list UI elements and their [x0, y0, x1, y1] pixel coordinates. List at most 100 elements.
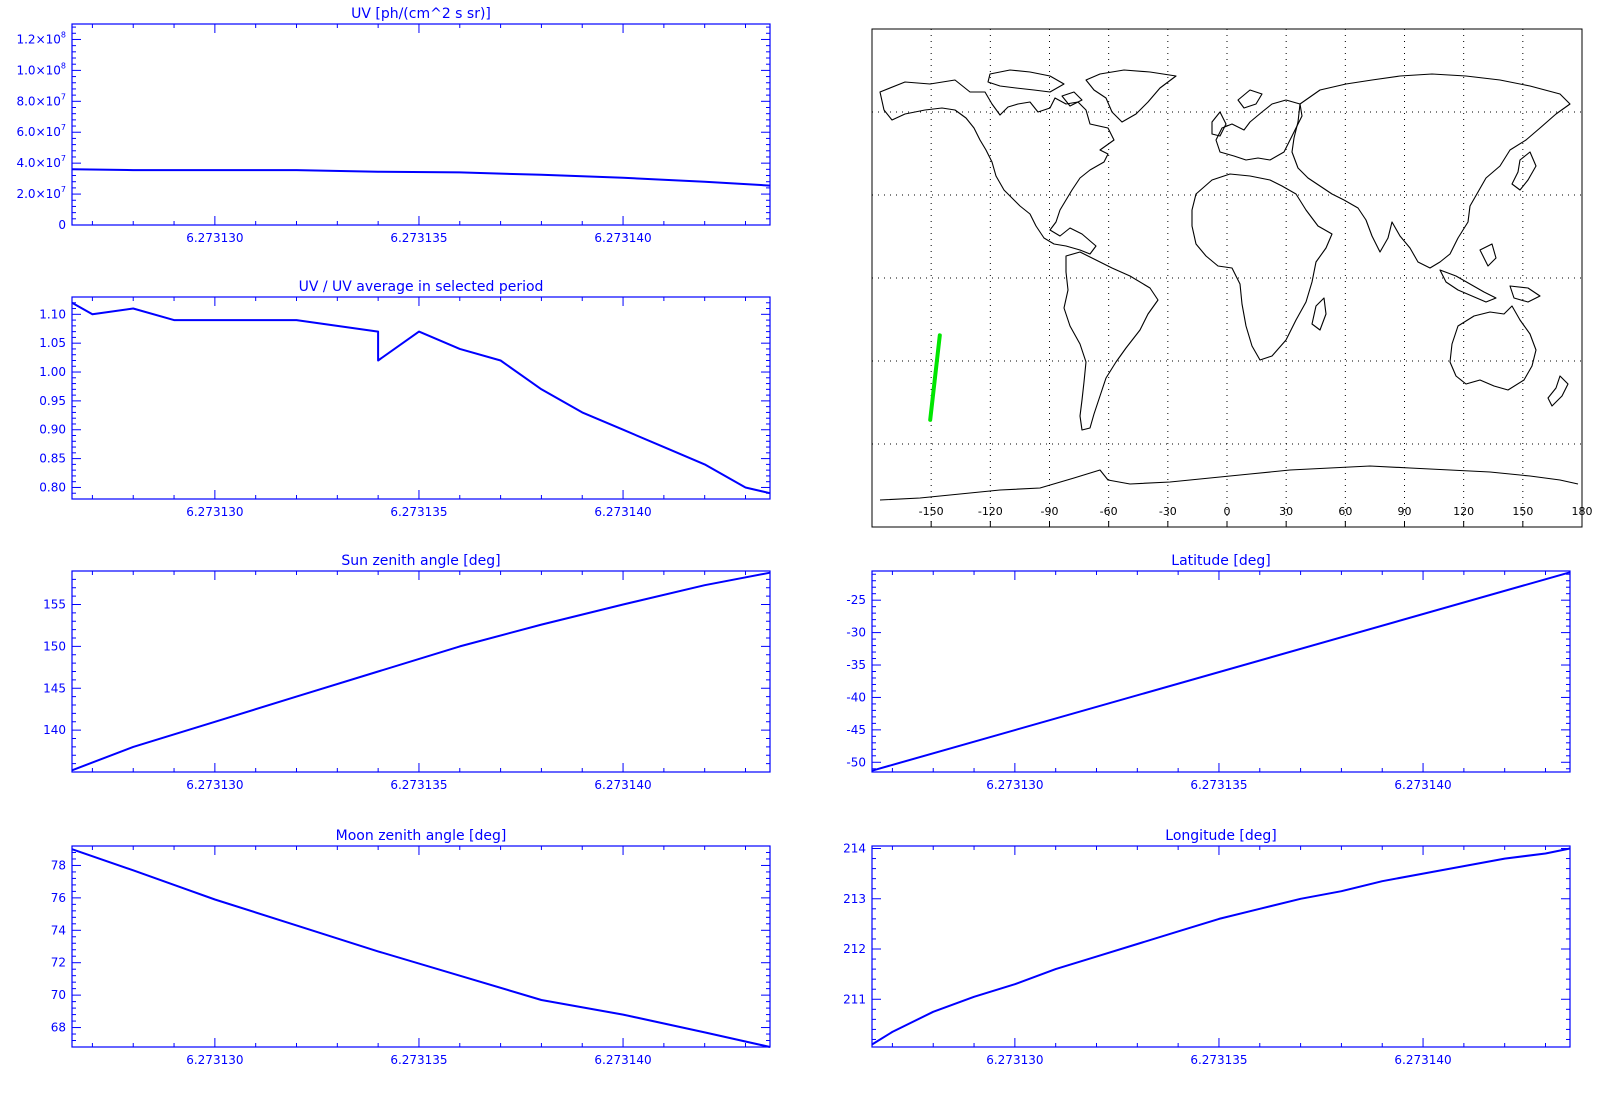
x-tick-label: 6.273135: [1190, 778, 1247, 792]
x-tick-label: 6.273140: [1394, 1053, 1451, 1067]
map-x-tick-label: 0: [1224, 505, 1231, 518]
y-tick-exponent: 7: [61, 154, 66, 163]
chart-title: Latitude [deg]: [1171, 553, 1270, 569]
y-tick-label: -30: [846, 626, 866, 640]
y-tick-mantissa: 0: [58, 218, 66, 232]
chart-title: UV [ph/(cm^2 s sr)]: [351, 6, 491, 22]
series-line: [871, 847, 1571, 1046]
y-tick-exponent: 7: [61, 123, 66, 132]
y-tick-label: 213: [843, 892, 866, 906]
y-tick-label: 212: [843, 942, 866, 956]
y-tick-label: 0: [58, 218, 66, 232]
y-tick-label: 214: [843, 842, 866, 856]
map-x-tick-label: 90: [1398, 505, 1412, 518]
map-lon-ticks: -150 -120 -90 -60 -30 0 30 60 90 120 150 180: [919, 505, 1593, 527]
uv-chart: UV [ph/(cm^2 s sr)] 6.273130 6.273135 6.273…: [16, 6, 771, 245]
series-line: [71, 848, 771, 1048]
y-tick-label: 155: [43, 598, 66, 612]
series-line: [871, 571, 1571, 772]
y-tick-exponent: 7: [61, 92, 66, 101]
y-tick-label: 1.10: [39, 307, 66, 321]
y-tick-label: -35: [846, 658, 866, 672]
coast-greenland: [1085, 69, 1177, 123]
coast-se-asia-islands: [1439, 243, 1541, 303]
chart-title: Sun zenith angle [deg]: [341, 553, 500, 569]
y-tick-label: 78: [51, 858, 66, 872]
map-x-tick-label: -30: [1159, 505, 1177, 518]
chart-title: Longitude [deg]: [1165, 828, 1276, 844]
coast-australia: [1449, 305, 1537, 391]
map-x-tick-label: 180: [1572, 505, 1593, 518]
coast-asia: [1291, 73, 1571, 269]
x-tick-label: 6.273140: [594, 1053, 651, 1067]
series-line: [71, 301, 771, 495]
coast-new-zealand: [1547, 375, 1569, 407]
map-coastlines: [879, 69, 1579, 501]
coast-antarctica: [879, 465, 1579, 501]
y-tick-label: -25: [846, 593, 866, 607]
map-x-tick-label: 150: [1512, 505, 1533, 518]
y-tick-label: 0.95: [39, 394, 66, 408]
map-x-tick-label: -150: [919, 505, 944, 518]
x-tick-label: 6.273140: [594, 231, 651, 245]
coast-madagascar: [1311, 297, 1327, 331]
y-tick-label: -45: [846, 723, 866, 737]
x-tick-label: 6.273135: [1190, 1053, 1247, 1067]
y-tick-mantissa: 8.0×10: [16, 94, 60, 108]
coast-arctic-islands: [987, 69, 1083, 107]
chart-title: UV / UV average in selected period: [299, 279, 544, 295]
x-tick-label: 6.273130: [986, 778, 1043, 792]
series-line: [71, 571, 771, 772]
y-tick-mantissa: 6.0×10: [16, 125, 60, 139]
plot-frame: [71, 845, 771, 1048]
world-map: -150 -120 -90 -60 -30 0 30 60 90 120 150 180: [871, 28, 1593, 528]
y-tick-label: 1.00: [39, 365, 66, 379]
map-x-tick-label: -120: [978, 505, 1003, 518]
moon-zenith-chart: Moon zenith angle [deg] 6.273130 6.273135 6…: [51, 828, 771, 1067]
x-tick-label: 6.273135: [390, 1053, 447, 1067]
y-tick-mantissa: 2.0×10: [16, 187, 60, 201]
y-tick-exponent: 7: [61, 185, 66, 194]
coast-japan: [1511, 151, 1537, 191]
plot-frame: [871, 845, 1571, 1048]
y-tick-label: 74: [51, 923, 66, 937]
y-tick-label: 4.0×107: [16, 154, 66, 170]
y-tick-label: 2.0×107: [16, 185, 66, 201]
y-tick-label: 0.85: [39, 452, 66, 466]
coast-south-america: [1063, 251, 1159, 431]
chart-title: Moon zenith angle [deg]: [336, 828, 507, 844]
y-tick-label: 76: [51, 891, 66, 905]
y-tick-label: -50: [846, 755, 866, 769]
y-tick-label: 0.80: [39, 480, 66, 494]
latitude-chart: Latitude [deg] 6.273130 6.273135 6.273140 -5…: [846, 553, 1571, 792]
x-tick-label: 6.273140: [594, 505, 651, 519]
map-x-tick-label: 60: [1338, 505, 1352, 518]
satellite-track: [928, 333, 942, 422]
y-tick-mantissa: 1.0×10: [16, 63, 60, 77]
uv-ratio-chart: UV / UV average in selected period 6.2731…: [39, 279, 771, 519]
map-x-tick-label: 30: [1279, 505, 1293, 518]
longitude-chart: Longitude [deg] 6.273130 6.273135 6.273140 2…: [843, 828, 1571, 1067]
y-tick-label: 8.0×107: [16, 92, 66, 108]
y-tick-exponent: 8: [61, 30, 66, 39]
map-graticule: [872, 29, 1582, 527]
x-tick-label: 6.273135: [390, 505, 447, 519]
x-tick-label: 6.273140: [594, 778, 651, 792]
y-tick-label: 1.05: [39, 336, 66, 350]
x-tick-label: 6.273135: [390, 231, 447, 245]
x-tick-label: 6.273135: [390, 778, 447, 792]
y-tick-label: 68: [51, 1021, 66, 1035]
x-tick-label: 6.273130: [986, 1053, 1043, 1067]
sun-zenith-chart: Sun zenith angle [deg] 6.273130 6.273135 6.…: [43, 553, 771, 792]
plot-frame: [71, 23, 771, 226]
y-tick-label: 0.90: [39, 423, 66, 437]
x-tick-label: 6.273140: [1394, 778, 1451, 792]
series-line: [71, 168, 771, 187]
coast-north-america: [879, 79, 1115, 255]
y-tick-label: 70: [51, 988, 66, 1002]
y-tick-exponent: 8: [61, 61, 66, 70]
x-tick-label: 6.273130: [186, 231, 243, 245]
y-tick-mantissa: 1.2×10: [16, 32, 60, 46]
coast-uk: [1211, 111, 1227, 137]
